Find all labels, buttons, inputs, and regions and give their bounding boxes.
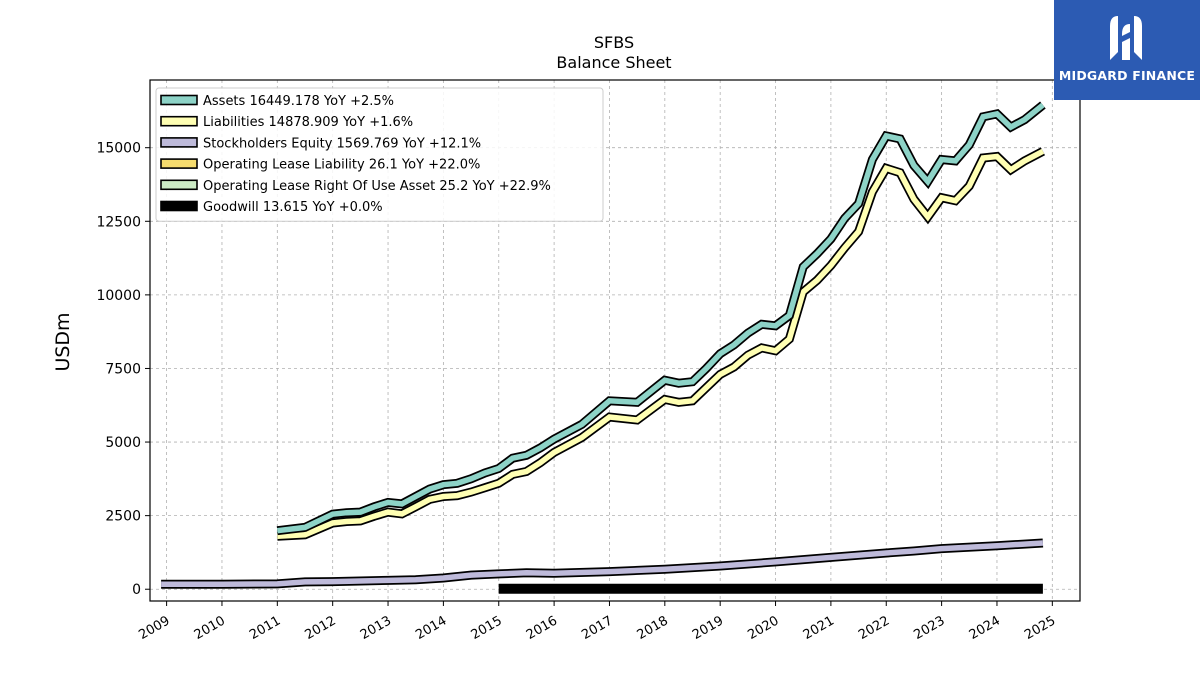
x-tick-label: 2015 [469, 613, 505, 643]
chart-title: SFBS [594, 33, 634, 52]
y-tick-label: 0 [132, 582, 141, 598]
x-tick-label: 2011 [247, 613, 283, 643]
legend-box [155, 87, 604, 222]
series-line-stockholders-equity [161, 540, 1044, 587]
midgard-finance-logo: MIDGARD FINANCE [1054, 0, 1200, 100]
x-tick-label: 2022 [856, 613, 892, 643]
x-tick-label: 2023 [911, 613, 947, 643]
logo-mark-icon [1110, 16, 1142, 60]
x-tick-label: 2021 [801, 613, 837, 643]
legend-entry: Operating Lease Right Of Use Asset 25.2 … [203, 179, 551, 194]
legend-entry: Assets 16449.178 YoY +2.5% [203, 94, 394, 109]
y-tick-label: 15000 [96, 141, 141, 157]
y-tick-label: 7500 [105, 361, 141, 377]
legend-entry: Stockholders Equity 1569.769 YoY +12.1% [203, 136, 481, 151]
x-tick-label: 2009 [136, 613, 172, 643]
x-tick-label: 2018 [635, 613, 671, 643]
grid-lines [150, 80, 1080, 601]
x-tick-label: 2012 [303, 613, 339, 643]
series-line-liabilities [277, 148, 1045, 539]
logo-text: MIDGARD FINANCE [1058, 68, 1196, 83]
series-group [161, 101, 1046, 594]
chart-subtitle: Balance Sheet [556, 53, 671, 72]
x-tick-label: 2019 [690, 613, 726, 643]
x-axis-ticks: 2009 2010 2011 2012 2013 2014 2015 2016 2017 2018… [136, 601, 1058, 643]
legend-swatch [160, 94, 198, 106]
legend-entry: Goodwill 13.615 YoY +0.0% [203, 200, 383, 215]
y-axis-label: USDm [52, 312, 74, 371]
legend-entry: Operating Lease Liability 26.1 YoY +22.0… [203, 158, 480, 173]
x-tick-label: 2014 [413, 613, 449, 643]
y-tick-label: 5000 [105, 435, 141, 451]
x-tick-label: 2013 [358, 613, 394, 643]
series-line-assets [276, 102, 1045, 534]
plot-area-frame [149, 79, 1081, 602]
series-layer [161, 101, 1046, 594]
legend-swatch [160, 179, 198, 191]
y-tick-label: 12500 [96, 214, 141, 230]
legend-swatch [160, 158, 198, 169]
x-tick-label: 2024 [967, 613, 1003, 643]
legend-entry: Liabilities 14878.909 YoY +1.6% [203, 115, 413, 130]
legend-swatch [160, 115, 198, 127]
x-tick-label: 2016 [524, 613, 560, 643]
legend: Assets 16449.178 YoY +2.5% Liabilities 14… [155, 87, 604, 222]
legend-swatch [160, 137, 198, 148]
y-tick-label: 10000 [96, 288, 141, 304]
legend-swatch [160, 200, 198, 212]
y-tick-label: 2500 [105, 509, 141, 525]
x-tick-label: 2020 [745, 613, 781, 643]
x-tick-label: 2025 [1022, 613, 1058, 643]
y-axis-ticks: 0 2500 5000 7500 10000 12500 15000 [96, 141, 150, 598]
x-tick-label: 2010 [192, 613, 228, 643]
x-tick-label: 2017 [579, 613, 615, 643]
